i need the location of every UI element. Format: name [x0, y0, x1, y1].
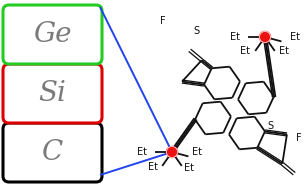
- Text: Et: Et: [192, 147, 202, 157]
- Text: S: S: [267, 121, 273, 131]
- Text: Et: Et: [290, 32, 300, 42]
- Text: Et: Et: [279, 46, 289, 56]
- Text: Et: Et: [148, 162, 158, 172]
- Text: C: C: [42, 139, 63, 166]
- Text: Et: Et: [230, 32, 240, 42]
- Text: Et: Et: [184, 163, 194, 173]
- Text: F: F: [296, 133, 302, 143]
- Circle shape: [259, 32, 270, 43]
- Text: Si: Si: [39, 80, 66, 107]
- Text: Et: Et: [240, 46, 250, 56]
- FancyBboxPatch shape: [3, 64, 102, 123]
- Text: Ge: Ge: [33, 21, 72, 48]
- Text: F: F: [160, 16, 166, 26]
- FancyBboxPatch shape: [3, 5, 102, 64]
- FancyBboxPatch shape: [3, 123, 102, 182]
- Circle shape: [166, 146, 177, 157]
- Text: Et: Et: [137, 147, 147, 157]
- Text: S: S: [193, 26, 199, 36]
